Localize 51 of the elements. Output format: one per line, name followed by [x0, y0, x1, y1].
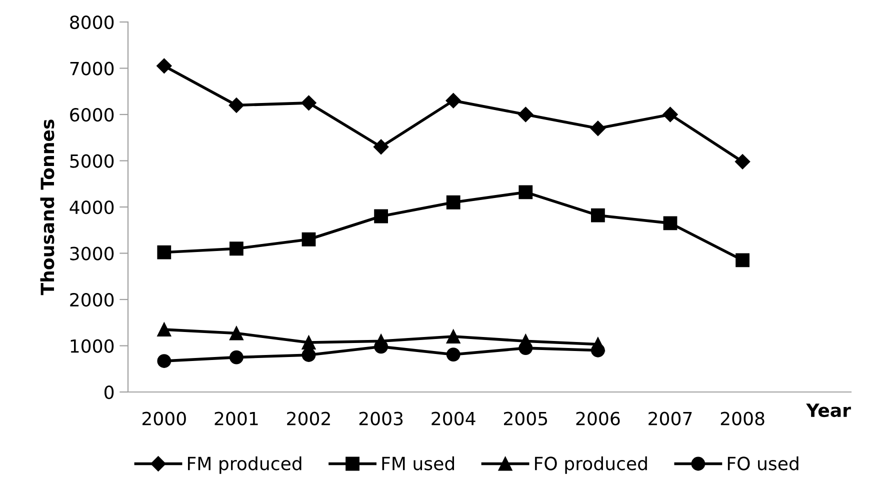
x-tick-label: 2000 — [142, 412, 186, 426]
point — [230, 242, 244, 256]
x-tick-label: 2004 — [432, 412, 476, 426]
legend-label: FM used — [382, 456, 454, 470]
y-tick-label: 8000 — [70, 15, 114, 30]
point — [662, 106, 678, 122]
point — [230, 350, 244, 364]
point — [230, 326, 244, 340]
point — [518, 334, 533, 348]
y-tick-label: 6000 — [70, 108, 114, 122]
point — [446, 93, 461, 108]
y-tick-label: 0 — [104, 385, 114, 400]
legend-label: FM produced — [188, 456, 302, 474]
y-tick-label: 2000 — [70, 292, 114, 307]
legend-label: FO used — [728, 456, 798, 470]
x-tick-label: 2002 — [287, 412, 330, 426]
point — [518, 106, 534, 122]
point — [734, 154, 750, 170]
point — [518, 185, 533, 200]
point — [157, 245, 172, 260]
x-tick-label: 2008 — [720, 412, 764, 426]
point — [157, 354, 172, 368]
point — [374, 209, 388, 224]
point — [446, 330, 460, 344]
point — [373, 139, 389, 154]
x-tick-label: 2003 — [359, 412, 403, 426]
point — [736, 253, 750, 268]
x-axis-title: Year — [806, 404, 851, 418]
point — [228, 98, 244, 113]
point — [446, 195, 460, 210]
y-tick-label: 4000 — [70, 200, 114, 214]
x-tick-label: 2007 — [648, 412, 692, 426]
y-axis-title: Thousand Tonnes — [40, 120, 54, 296]
x-tick-label: 2006 — [576, 412, 620, 426]
y-tick-label: 7000 — [70, 62, 114, 76]
y-tick-label: 3000 — [70, 246, 114, 260]
x-tick-label: 2001 — [214, 412, 258, 426]
point — [590, 120, 606, 136]
y-tick-label: 5000 — [70, 154, 114, 168]
point — [302, 232, 316, 246]
y-tick-label: 1000 — [70, 339, 114, 353]
point — [591, 208, 605, 222]
legend-label: FO produced — [535, 456, 647, 474]
point — [302, 348, 316, 362]
point — [663, 216, 678, 230]
point — [446, 348, 460, 362]
point — [157, 322, 172, 337]
point — [301, 95, 316, 111]
x-tick-label: 2005 — [504, 412, 548, 426]
point — [156, 58, 172, 74]
point — [302, 336, 316, 350]
